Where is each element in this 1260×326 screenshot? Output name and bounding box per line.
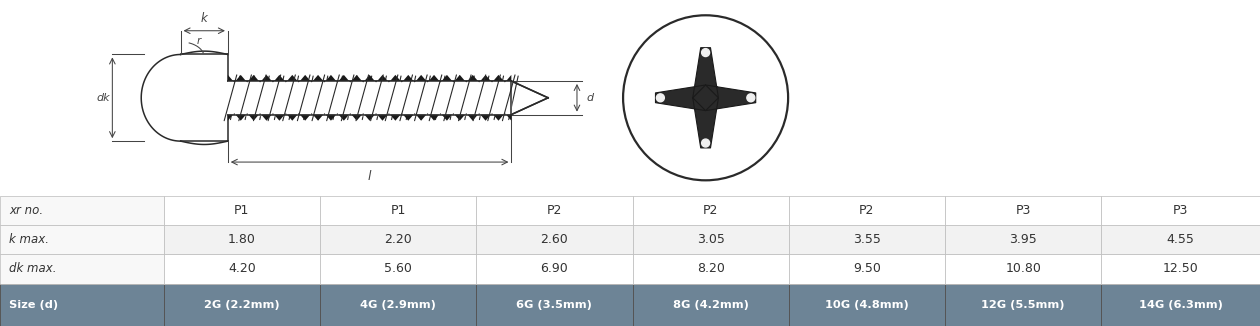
Circle shape bbox=[656, 94, 664, 102]
Text: xr no.: xr no. bbox=[9, 204, 43, 217]
Bar bbox=[945, 284, 1101, 326]
Text: k max.: k max. bbox=[9, 233, 49, 246]
Bar bbox=[0, 284, 164, 326]
Text: 4G (2.9mm): 4G (2.9mm) bbox=[360, 300, 436, 310]
Text: P2: P2 bbox=[859, 204, 874, 217]
Bar bbox=[164, 254, 320, 284]
Bar bbox=[789, 284, 945, 326]
Text: 10G (4.8mm): 10G (4.8mm) bbox=[825, 300, 908, 310]
Circle shape bbox=[747, 94, 755, 102]
Bar bbox=[164, 196, 320, 225]
Bar bbox=[1101, 225, 1260, 254]
Polygon shape bbox=[228, 75, 512, 82]
Text: 4.55: 4.55 bbox=[1167, 233, 1194, 246]
Text: P2: P2 bbox=[703, 204, 718, 217]
Bar bbox=[320, 254, 476, 284]
Text: 5.60: 5.60 bbox=[384, 262, 412, 275]
Bar bbox=[0, 225, 164, 254]
Text: l: l bbox=[368, 170, 372, 183]
Bar bbox=[633, 284, 789, 326]
Text: 2.20: 2.20 bbox=[384, 233, 412, 246]
Bar bbox=[945, 225, 1101, 254]
Text: 14G (6.3mm): 14G (6.3mm) bbox=[1139, 300, 1222, 310]
Text: 6G (3.5mm): 6G (3.5mm) bbox=[517, 300, 592, 310]
Text: d: d bbox=[586, 93, 593, 103]
Bar bbox=[945, 254, 1101, 284]
Text: P1: P1 bbox=[234, 204, 249, 217]
Bar bbox=[320, 225, 476, 254]
Bar bbox=[320, 196, 476, 225]
Bar bbox=[633, 254, 789, 284]
Text: 12.50: 12.50 bbox=[1163, 262, 1198, 275]
Bar bbox=[476, 284, 633, 326]
Text: 10.80: 10.80 bbox=[1005, 262, 1041, 275]
Text: r: r bbox=[197, 36, 200, 46]
Text: 1.80: 1.80 bbox=[228, 233, 256, 246]
Text: P2: P2 bbox=[547, 204, 562, 217]
Bar bbox=[1101, 284, 1260, 326]
Bar bbox=[633, 196, 789, 225]
Text: 2.60: 2.60 bbox=[541, 233, 568, 246]
Text: k: k bbox=[200, 12, 208, 24]
Text: P3: P3 bbox=[1016, 204, 1031, 217]
Text: P1: P1 bbox=[391, 204, 406, 217]
Text: 6.90: 6.90 bbox=[541, 262, 568, 275]
Circle shape bbox=[702, 94, 709, 102]
Bar bbox=[633, 225, 789, 254]
Text: 8G (4.2mm): 8G (4.2mm) bbox=[673, 300, 748, 310]
Circle shape bbox=[702, 139, 709, 147]
Text: 3.55: 3.55 bbox=[853, 233, 881, 246]
Text: 3.05: 3.05 bbox=[697, 233, 724, 246]
Bar bbox=[789, 196, 945, 225]
Text: Size (d): Size (d) bbox=[9, 300, 58, 310]
Bar bbox=[0, 254, 164, 284]
Bar bbox=[789, 254, 945, 284]
Bar bbox=[789, 225, 945, 254]
Bar bbox=[320, 284, 476, 326]
Bar bbox=[0, 196, 164, 225]
Text: P3: P3 bbox=[1173, 204, 1188, 217]
Bar bbox=[164, 284, 320, 326]
Text: 2G (2.2mm): 2G (2.2mm) bbox=[204, 300, 280, 310]
Text: 8.20: 8.20 bbox=[697, 262, 724, 275]
Text: 9.50: 9.50 bbox=[853, 262, 881, 275]
Bar bbox=[1101, 196, 1260, 225]
Bar bbox=[476, 254, 633, 284]
Bar bbox=[476, 196, 633, 225]
Polygon shape bbox=[655, 48, 756, 148]
Text: 4.20: 4.20 bbox=[228, 262, 256, 275]
Text: 3.95: 3.95 bbox=[1009, 233, 1037, 246]
Bar bbox=[476, 225, 633, 254]
Bar bbox=[945, 196, 1101, 225]
Text: 12G (5.5mm): 12G (5.5mm) bbox=[982, 300, 1065, 310]
Bar bbox=[1101, 254, 1260, 284]
Bar bbox=[164, 225, 320, 254]
Polygon shape bbox=[228, 113, 512, 121]
Text: dk: dk bbox=[96, 93, 110, 103]
Text: dk max.: dk max. bbox=[9, 262, 57, 275]
Circle shape bbox=[702, 49, 709, 56]
